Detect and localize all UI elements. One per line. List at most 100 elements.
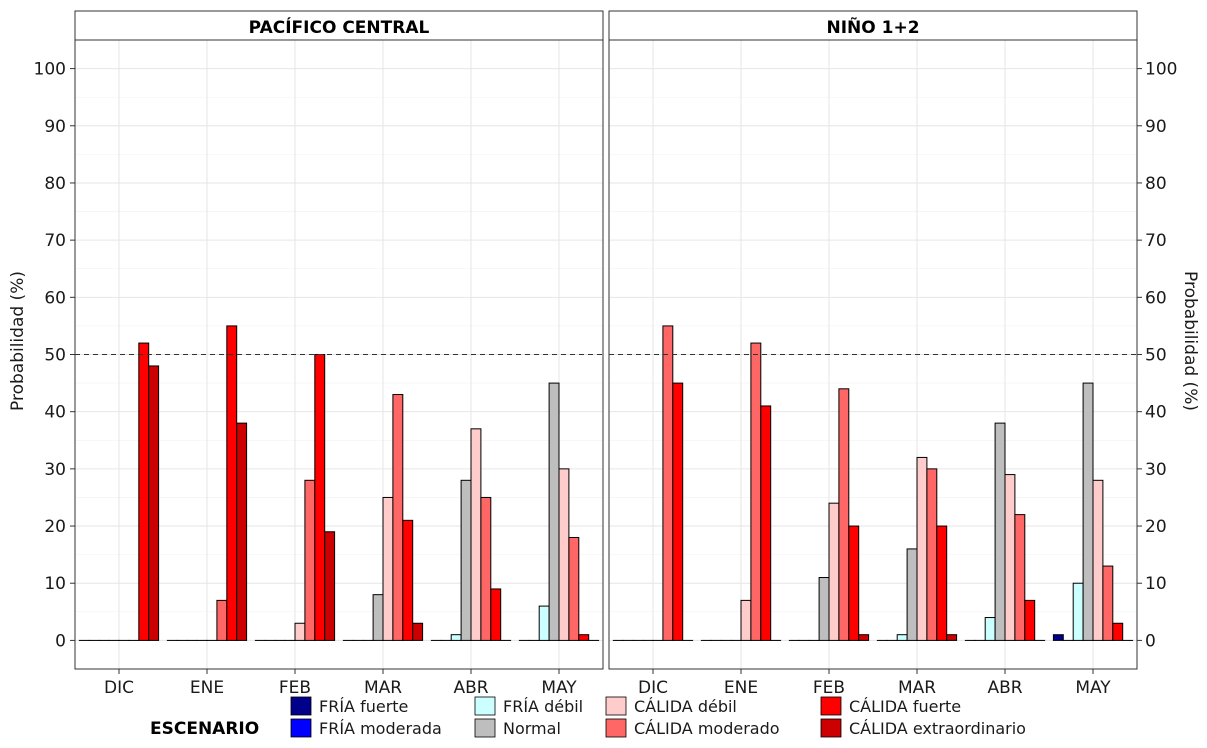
y-tick-label-left: 20 (44, 517, 66, 537)
bar-may-series-3 (1072, 582, 1084, 641)
y-axis-label-left: Probabilidad (%) (8, 271, 28, 411)
bar-mar-series-6 (392, 394, 404, 641)
y-tick-label-right: 60 (1145, 288, 1167, 308)
x-tick-label: MAY (1075, 678, 1111, 698)
bar-dic-series-8 (148, 365, 160, 641)
bar-mar-series-8 (412, 622, 424, 641)
y-tick-label-left: 50 (44, 346, 66, 366)
y-tick-label-left: 0 (55, 631, 66, 651)
bar-mar-series-4 (372, 594, 384, 641)
x-tick-label: DIC (104, 678, 134, 698)
bar-feb-series-8 (858, 634, 870, 641)
legend-key (474, 696, 496, 716)
bar-dic-series-6 (662, 325, 674, 641)
y-tick-label-right: 0 (1145, 631, 1156, 651)
legend-label: CÁLIDA fuerte (849, 697, 961, 716)
legend-key (820, 696, 842, 716)
bar-ene-series-8 (236, 422, 248, 641)
bar-may-series-7 (1112, 622, 1124, 641)
legend-key (820, 718, 842, 738)
bar-may-series-4 (1082, 382, 1094, 641)
y-tick-label-right: 20 (1145, 517, 1167, 537)
bar-may-series-5 (558, 468, 570, 641)
axes: 0 0 10 10 20 20 30 30 40 40 50 50 60 60 70 70 80 80 90 90 10… (34, 60, 1178, 652)
y-tick-label-right: 70 (1145, 231, 1167, 251)
y-tick-label-left: 30 (44, 460, 66, 480)
legend-label: CÁLIDA débil (634, 697, 737, 716)
legend-label: CÁLIDA extraordinario (849, 719, 1026, 738)
bar-mar-series-3 (896, 634, 908, 641)
y-tick-label-right: 40 (1145, 403, 1167, 423)
bar-abr-series-6 (480, 496, 492, 641)
panels: PACÍFICO CENTRAL DIC ENE FEB MAR ABR MAY NIÑO 1… (74, 10, 1138, 698)
bar-abr-series-3 (984, 617, 996, 641)
bar-abr-series-4 (460, 479, 472, 641)
bar-may-series-6 (568, 536, 580, 641)
bar-abr-series-7 (490, 588, 502, 641)
bar-abr-series-4 (994, 422, 1006, 641)
bar-mar-series-4 (906, 548, 918, 641)
bar-dic-series-7 (138, 342, 150, 641)
y-tick-label-right: 100 (1145, 60, 1177, 80)
bar-may-series-3 (538, 605, 550, 641)
bar-feb-series-4 (818, 577, 830, 641)
bar-may-series-7 (578, 634, 590, 641)
y-axis-label-right: Probabilidad (%) (1180, 271, 1200, 411)
bar-abr-series-7 (1024, 599, 1036, 641)
legend-key (605, 718, 627, 738)
y-tick-label-right: 30 (1145, 460, 1167, 480)
bar-abr-series-6 (1014, 514, 1026, 641)
legend-label: FRÍA moderada (319, 719, 442, 738)
bar-feb-series-6 (304, 479, 316, 641)
bar-feb-series-8 (324, 531, 336, 641)
y-tick-label-left: 60 (44, 288, 66, 308)
bar-abr-series-5 (470, 428, 482, 641)
bar-feb-series-7 (848, 525, 860, 641)
legend-label: CÁLIDA moderado (634, 719, 780, 738)
x-tick-label: ENE (190, 678, 224, 698)
bar-mar-series-8 (946, 634, 958, 641)
y-tick-label-left: 40 (44, 403, 66, 423)
x-tick-label: MAR (898, 678, 936, 698)
bar-ene-series-5 (740, 599, 752, 641)
bar-may-series-1 (1052, 634, 1064, 641)
bar-abr-series-3 (450, 634, 462, 641)
bar-feb-series-6 (838, 388, 850, 641)
panel-1: PACÍFICO CENTRAL DIC ENE FEB MAR ABR MAY (74, 10, 604, 698)
bar-feb-series-5 (294, 622, 306, 641)
legend: ESCENARIO FRÍA fuerte FRÍA moderada FRÍA d… (150, 696, 1026, 739)
x-tick-label: MAY (541, 678, 577, 698)
bar-feb-series-7 (314, 354, 326, 641)
bar-abr-series-5 (1004, 474, 1016, 641)
bar-mar-series-6 (926, 468, 938, 641)
y-tick-label-left: 90 (44, 117, 66, 137)
bar-mar-series-7 (402, 519, 414, 641)
facet-strip (608, 10, 1138, 41)
bar-dic-series-7 (672, 382, 684, 641)
y-tick-label-right: 10 (1145, 574, 1167, 594)
x-tick-label: MAR (364, 678, 402, 698)
facet-title: NIÑO 1+2 (826, 15, 919, 38)
y-tick-label-right: 90 (1145, 117, 1167, 137)
legend-label: FRÍA débil (503, 697, 583, 716)
y-tick-label-left: 70 (44, 231, 66, 251)
x-tick-label: ENE (724, 678, 758, 698)
legend-key (290, 718, 312, 738)
facet-title: PACÍFICO CENTRAL (249, 16, 430, 38)
x-tick-label: ABR (453, 678, 488, 698)
bar-ene-series-6 (750, 342, 762, 641)
y-tick-label-left: 10 (44, 574, 66, 594)
bar-mar-series-5 (916, 456, 928, 641)
legend-key (474, 718, 496, 738)
y-tick-label-left: 100 (34, 60, 66, 80)
legend-title: ESCENARIO (150, 719, 259, 739)
x-tick-label: FEB (813, 678, 845, 698)
bar-ene-series-7 (226, 325, 238, 641)
x-tick-label: DIC (638, 678, 668, 698)
bar-may-series-4 (548, 382, 560, 641)
bar-ene-series-6 (216, 599, 228, 641)
legend-key (290, 696, 312, 716)
y-tick-label-left: 80 (44, 174, 66, 194)
bar-feb-series-5 (828, 502, 840, 641)
bar-mar-series-7 (936, 525, 948, 641)
